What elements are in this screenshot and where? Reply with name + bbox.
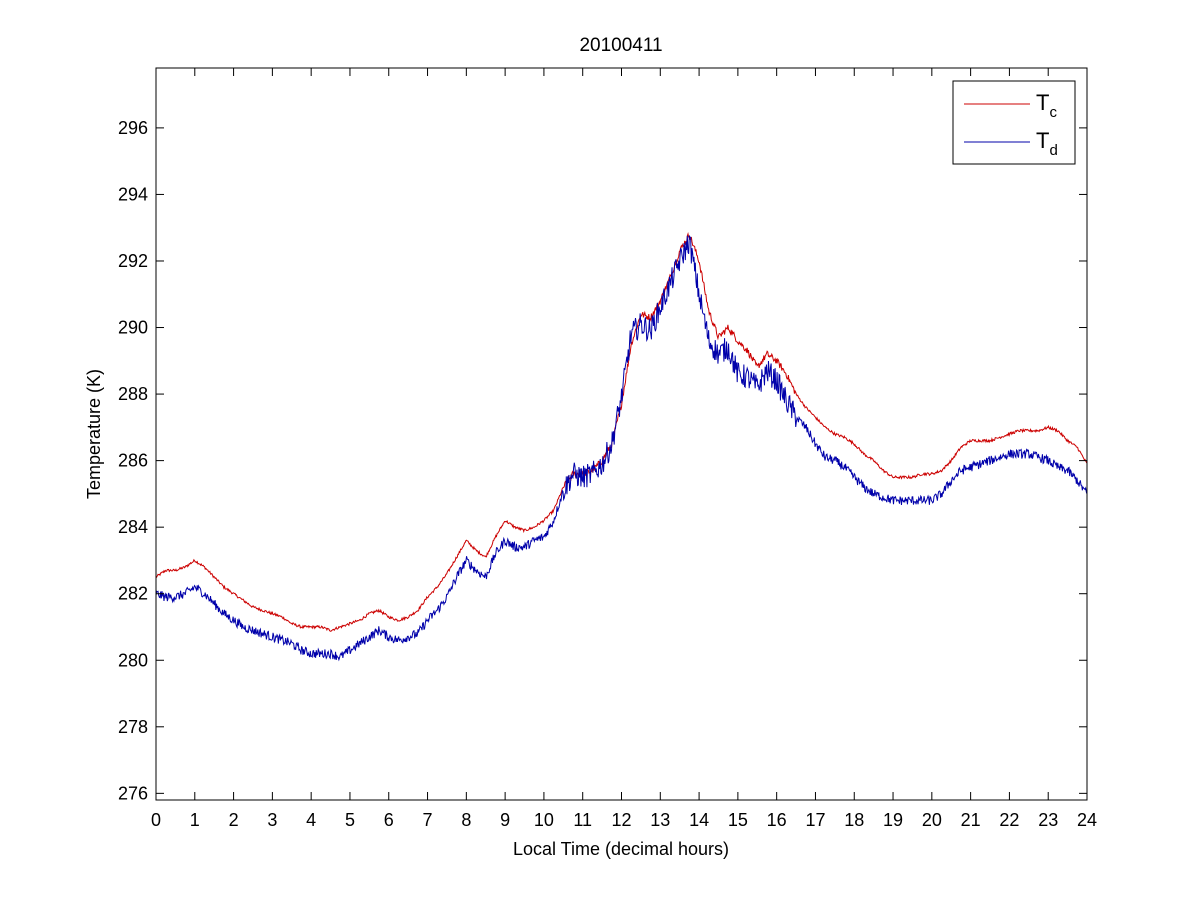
x-tick-label: 18 <box>844 810 864 830</box>
x-tick-label: 11 <box>573 810 592 830</box>
x-tick-label: 20 <box>922 810 942 830</box>
x-tick-label: 8 <box>461 810 471 830</box>
y-tick-label: 288 <box>118 384 148 404</box>
y-tick-label: 280 <box>118 650 148 670</box>
y-tick-label: 284 <box>118 517 148 537</box>
series-line-td <box>156 235 1087 662</box>
plot-area-frame <box>155 67 1088 801</box>
x-tick-label: 21 <box>961 810 981 830</box>
chart-title: 20100411 <box>579 35 662 56</box>
x-axis-label: Local Time (decimal hours) <box>513 839 729 859</box>
x-tick-label: 1 <box>190 810 200 830</box>
y-tick-label: 296 <box>118 118 148 138</box>
y-tick-label: 276 <box>118 783 148 803</box>
x-tick-label: 2 <box>229 810 239 830</box>
x-tick-label: 19 <box>883 810 903 830</box>
x-tick-label: 22 <box>999 810 1019 830</box>
series-layer <box>156 231 1087 662</box>
legend: Tc Td <box>952 80 1076 165</box>
x-tick-label: 14 <box>689 810 709 830</box>
series-line-tc <box>156 231 1087 632</box>
y-axis: 276 278 280 282 284 286 288 290 292 294 296 <box>118 118 1087 803</box>
x-tick-label: 24 <box>1077 810 1097 830</box>
x-tick-label: 3 <box>267 810 277 830</box>
x-tick-label: 12 <box>611 810 631 830</box>
x-tick-label: 16 <box>767 810 787 830</box>
x-tick-label: 9 <box>500 810 510 830</box>
legend-box <box>952 80 1076 165</box>
y-tick-label: 294 <box>118 184 148 204</box>
legend-label-td: Td <box>1036 128 1058 159</box>
legend-label-tc: Tc <box>1036 90 1057 121</box>
x-tick-label: 0 <box>151 810 161 830</box>
x-tick-label: 10 <box>534 810 554 830</box>
x-axis: 0 1 2 3 4 5 6 7 8 9 10 11 12 13 14 15 16 17 18 19 20 21 22 23 24 <box>151 68 1097 830</box>
y-tick-label: 278 <box>118 717 148 737</box>
x-tick-label: 4 <box>306 810 316 830</box>
x-tick-label: 17 <box>805 810 825 830</box>
y-tick-label: 292 <box>118 251 148 271</box>
x-tick-label: 6 <box>384 810 394 830</box>
x-tick-label: 13 <box>650 810 670 830</box>
y-tick-label: 282 <box>118 584 148 604</box>
y-tick-label: 290 <box>118 318 148 338</box>
x-tick-label: 7 <box>423 810 433 830</box>
x-tick-label: 23 <box>1038 810 1058 830</box>
y-axis-label: Temperature (K) <box>84 369 104 499</box>
x-tick-label: 5 <box>345 810 355 830</box>
x-tick-label: 15 <box>728 810 748 830</box>
y-tick-label: 286 <box>118 451 148 471</box>
